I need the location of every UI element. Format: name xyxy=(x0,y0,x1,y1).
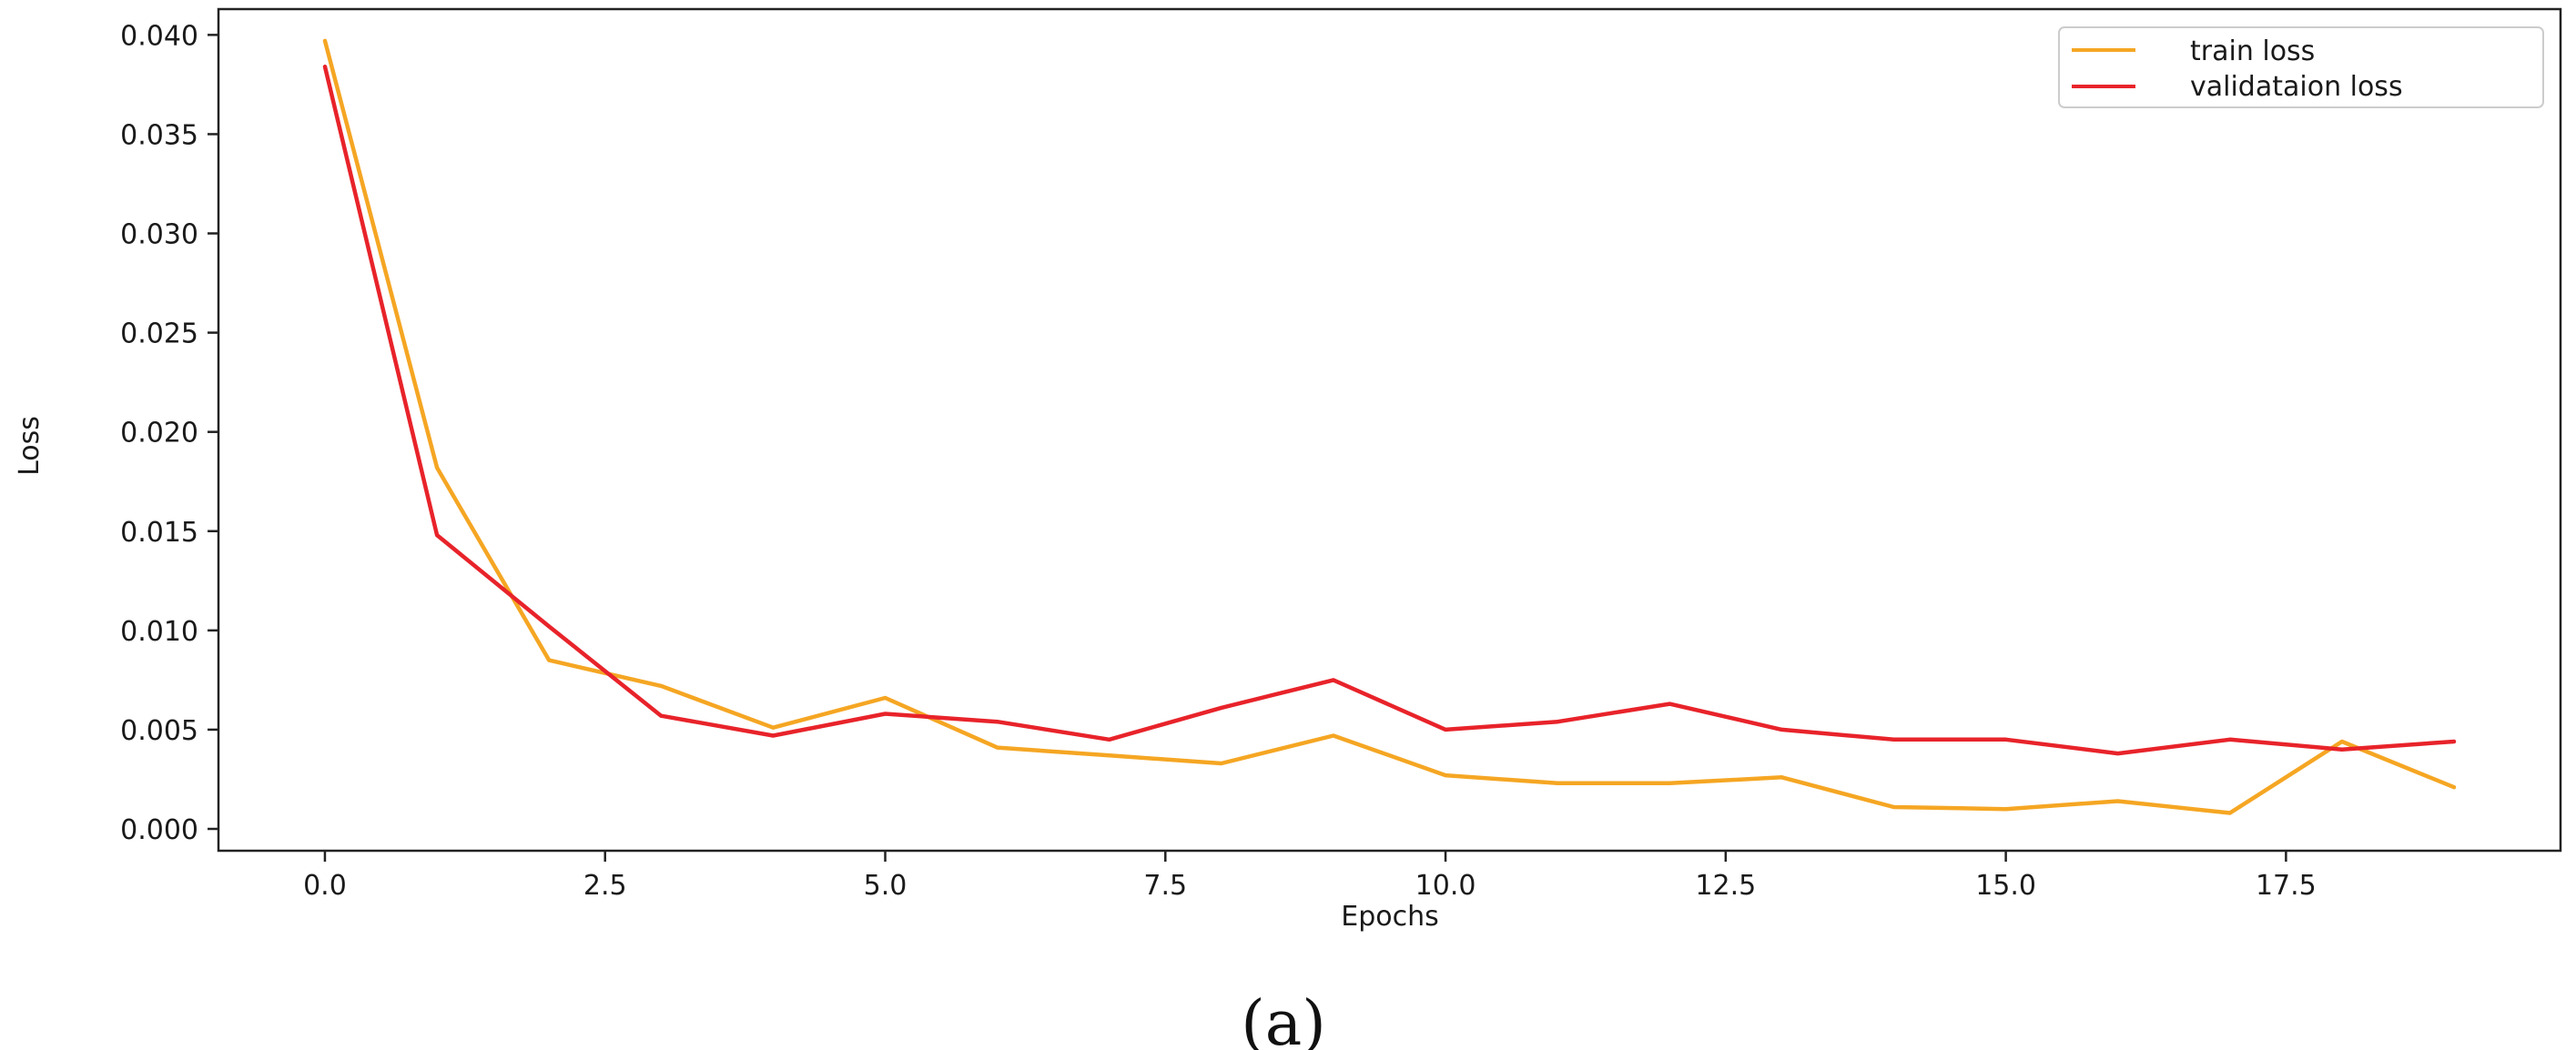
data-point-train-loss xyxy=(771,725,776,730)
y-tick-label: 0.010 xyxy=(120,616,198,648)
data-point-validataion-loss xyxy=(995,720,999,724)
y-tick-label: 0.035 xyxy=(120,119,198,151)
data-point-train-loss xyxy=(1891,805,1896,809)
x-axis-label: Epochs xyxy=(1341,901,1439,933)
y-axis-label: Loss xyxy=(14,416,46,476)
y-tick-label: 0.025 xyxy=(120,318,198,350)
y-tick-label: 0.005 xyxy=(120,715,198,747)
series-line-validataion-loss xyxy=(322,65,2457,756)
data-point-train-loss xyxy=(2452,785,2456,790)
data-point-train-loss xyxy=(659,683,664,688)
x-tick-label: 17.5 xyxy=(2256,870,2317,902)
data-point-validataion-loss xyxy=(2003,737,2008,742)
data-point-train-loss xyxy=(1444,773,1448,778)
data-point-train-loss xyxy=(1219,762,1223,765)
legend-label-train-loss: train loss xyxy=(2190,35,2315,67)
x-tick-label: 5.0 xyxy=(864,870,908,902)
legend-label-validation-loss: validataion loss xyxy=(2190,71,2403,103)
x-tick-label: 2.5 xyxy=(583,870,627,902)
data-point-train-loss xyxy=(2227,811,2232,815)
data-point-validataion-loss xyxy=(883,712,887,716)
figure-caption: (a) xyxy=(1241,988,1326,1050)
data-point-validataion-loss xyxy=(2115,752,2120,756)
data-point-validataion-loss xyxy=(1668,702,1672,706)
legend: train loss validataion loss xyxy=(2058,26,2544,108)
data-point-validataion-loss xyxy=(1219,705,1223,710)
y-tick-label: 0.015 xyxy=(120,517,198,549)
data-point-validataion-loss xyxy=(1891,737,1896,742)
data-point-train-loss xyxy=(995,745,999,750)
x-tick-label: 12.5 xyxy=(1695,870,1756,902)
data-point-validataion-loss xyxy=(2452,740,2456,743)
data-point-train-loss xyxy=(1107,753,1111,758)
data-point-validataion-loss xyxy=(1780,727,1784,732)
data-point-validataion-loss xyxy=(1331,678,1335,682)
x-tick-label: 15.0 xyxy=(1975,870,2036,902)
y-tick-label: 0.040 xyxy=(120,20,198,52)
x-tick-label: 10.0 xyxy=(1415,870,1476,902)
data-point-validataion-loss xyxy=(1556,720,1560,724)
data-point-validataion-loss xyxy=(2339,747,2344,752)
data-point-validataion-loss xyxy=(1107,737,1111,742)
data-point-train-loss xyxy=(883,696,887,700)
x-tick-label: 7.5 xyxy=(1143,870,1187,902)
data-point-validataion-loss xyxy=(771,733,776,738)
y-tick-label: 0.030 xyxy=(120,219,198,251)
data-point-train-loss xyxy=(1780,775,1784,780)
y-axis: 0.000 0.005 0.010 0.015 0.020 0.025 0.030 0.035… xyxy=(120,20,218,846)
data-point-validataion-loss xyxy=(2227,737,2232,742)
y-tick-label: 0.020 xyxy=(120,418,198,449)
x-axis: 0.0 2.5 5.0 7.5 10.0 12.5 15.0 17.5 xyxy=(303,851,2317,902)
plot-frame xyxy=(217,7,2562,853)
data-point-validataion-loss xyxy=(659,713,664,718)
x-tick-label: 0.0 xyxy=(303,870,347,902)
data-point-validataion-loss xyxy=(435,533,440,538)
data-point-train-loss xyxy=(1331,733,1335,738)
data-point-validataion-loss xyxy=(323,65,327,69)
data-point-train-loss xyxy=(2339,740,2344,743)
data-point-train-loss xyxy=(1556,781,1560,785)
legend-box xyxy=(2058,26,2544,108)
series-layer xyxy=(322,38,2457,815)
data-point-validataion-loss xyxy=(547,624,552,629)
data-point-train-loss xyxy=(323,38,327,43)
series-line-train-loss xyxy=(322,38,2457,815)
data-point-train-loss xyxy=(2003,807,2008,812)
y-tick-label: 0.000 xyxy=(120,814,198,846)
data-point-train-loss xyxy=(547,658,552,662)
data-point-train-loss xyxy=(1668,781,1672,785)
data-point-train-loss xyxy=(2115,799,2120,803)
data-point-validataion-loss xyxy=(1444,727,1448,732)
data-point-train-loss xyxy=(435,466,440,469)
